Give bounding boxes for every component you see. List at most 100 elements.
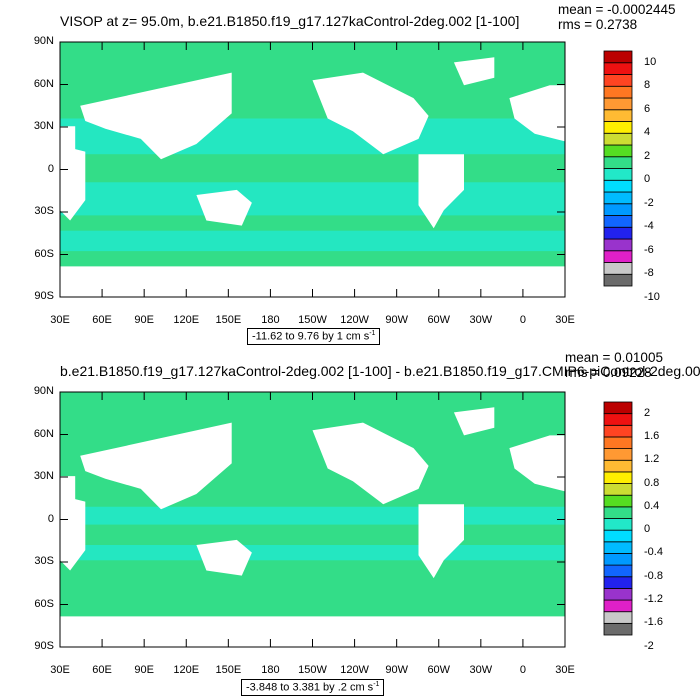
panel1-ocean-band xyxy=(60,182,565,216)
panel2-title: b.e21.B1850.f19_g17.127kaControl-2deg.00… xyxy=(60,363,700,379)
panel1-land xyxy=(418,154,464,229)
panel1-land xyxy=(509,85,565,142)
panel1-land xyxy=(60,126,86,221)
panel1-range-exp: -1 xyxy=(369,330,376,337)
panel2-colorbar-label: 1.2 xyxy=(644,453,660,466)
panel2-colorbar-label: 0.4 xyxy=(644,499,660,512)
panel2-range-box: -3.848 to 3.381 by .2 cm s-1 xyxy=(241,679,385,696)
panel1-lat-label: 30N xyxy=(33,120,54,132)
panel1-lon-label: 120E xyxy=(173,314,200,326)
panel2-land xyxy=(196,539,252,576)
panel1-lon-label: 30E xyxy=(555,314,575,326)
panel1-colorbar-box xyxy=(603,74,633,87)
panel1-colorbar-box xyxy=(603,121,633,134)
panel2-ocean-band xyxy=(60,506,565,525)
panel1-colorbar-box xyxy=(603,273,633,287)
panel1-lon-label: 30W xyxy=(469,314,493,326)
panel1-mean: mean = -0.0002445 xyxy=(558,2,676,17)
panel2-colorbar-box xyxy=(603,483,633,496)
panel2-lat-label: 60S xyxy=(34,597,54,610)
panel2-rms: rms = 0.09228 xyxy=(565,365,652,380)
panel1-lon-label: 0 xyxy=(519,314,526,326)
panel1-lon-label: 150E xyxy=(215,314,242,326)
panel1-colorbar-box xyxy=(603,215,633,228)
panel2-colorbar-box xyxy=(603,576,633,589)
panel1-lat-label: 60S xyxy=(34,247,54,260)
panel1-land xyxy=(80,72,232,160)
panel2-land xyxy=(418,504,464,579)
panel2-lon-label: 90E xyxy=(134,664,154,676)
panel2-colorbar-label: -1.2 xyxy=(644,593,663,606)
panel2-colorbar-box xyxy=(603,553,633,566)
panel1-lon-label: 60W xyxy=(427,314,451,326)
panel2-ocean-band xyxy=(60,545,565,561)
panel2-colorbar-box xyxy=(603,564,633,578)
panel2-colorbar-box xyxy=(603,506,633,519)
panel2-colorbar-box xyxy=(603,622,633,636)
panel2-colorbar-box xyxy=(603,471,633,484)
panel2-range-exp: -1 xyxy=(373,681,380,688)
panel2-lon-label: 180 xyxy=(261,664,280,676)
panel1-colorbar-box xyxy=(603,262,633,275)
panel2-land xyxy=(60,476,86,571)
panel1-colorbar-box xyxy=(603,85,633,99)
panel2-lon-label: 90W xyxy=(385,664,408,676)
panel1-colorbar-box xyxy=(603,156,633,169)
panel2-lon-label: 30W xyxy=(469,664,493,676)
panel1-land xyxy=(196,189,252,226)
panel2-lon-label: 30E xyxy=(555,664,575,676)
panel2-lon-label: 0 xyxy=(519,664,526,676)
panel2-lon-label: 150E xyxy=(215,664,242,676)
panel1-colorbar-label: -8 xyxy=(644,267,654,280)
panel2-lon-label: 120W xyxy=(340,664,369,676)
panel1-lat-label: 60N xyxy=(33,77,54,90)
panel1-lon-label: 180 xyxy=(261,314,280,326)
panel2-colorbar-box xyxy=(603,459,633,473)
panel1-colorbar-label: -2 xyxy=(644,196,654,209)
panel1-lon-label: 60E xyxy=(92,314,112,326)
panel1-rms: rms = 0.2738 xyxy=(558,17,638,32)
panel1-colorbar-label: 10 xyxy=(644,55,657,68)
panel2-colorbar-box xyxy=(603,599,633,613)
panel2-lon-label: 150W xyxy=(298,664,327,676)
panel2-lon-label: 120E xyxy=(173,664,200,676)
panel1-lon-label: 90W xyxy=(385,314,408,326)
panel1-range-text: -11.62 to 9.76 by 1 cm s xyxy=(252,330,370,343)
panel1-land xyxy=(453,57,495,86)
panel2-land xyxy=(312,422,429,505)
panel2-colorbar-box xyxy=(603,529,633,543)
panel2-colorbar-box xyxy=(603,541,633,554)
panel1-colorbar-label: -10 xyxy=(644,290,660,303)
panel2-colorbar-label: 0.8 xyxy=(644,476,660,489)
panel1-colorbar-label: 8 xyxy=(644,79,651,92)
panel2-lat-label: 0 xyxy=(47,512,54,525)
panel1-title: VISOP at z= 95.0m, b.e21.B1850.f19_g17.1… xyxy=(60,13,520,29)
panel1-lat-label: 90S xyxy=(34,290,54,302)
panel1-colorbar-box xyxy=(603,203,633,216)
panel2-colorbar-label: -0.4 xyxy=(644,546,663,559)
panel2-land xyxy=(80,422,232,510)
panel1-colorbar-box xyxy=(603,62,633,75)
panel1-ocean xyxy=(60,42,565,297)
panel2-range-text: -3.848 to 3.381 by .2 cm s xyxy=(246,681,374,694)
panel1-colorbar-box xyxy=(603,50,633,64)
panel2-colorbar-label: 1.6 xyxy=(644,429,660,442)
panel2-lon-label: 30E xyxy=(50,664,70,676)
panel2-colorbar-box xyxy=(603,611,633,624)
panel1-colorbar-box xyxy=(603,179,633,193)
panel1-colorbar-label: -6 xyxy=(644,243,654,256)
panel1-colorbar-box xyxy=(603,238,633,252)
panel2-colorbar-label: 2 xyxy=(644,406,651,419)
panel2-lat-label: 30S xyxy=(34,555,54,567)
panel2-colorbar-box xyxy=(603,588,633,601)
panel1-colorbar-box xyxy=(603,168,633,181)
panel1-colorbar-box xyxy=(603,97,633,111)
panel1-colorbar-box xyxy=(603,226,633,240)
panel2-colorbar-box xyxy=(603,494,633,508)
panel2-land xyxy=(453,407,495,436)
panel2-colorbar-label: -2 xyxy=(644,639,654,652)
panel1-colorbar-label: 6 xyxy=(644,102,651,115)
panel1-colorbar-label: 4 xyxy=(644,126,651,139)
panel1-colorbar-label: 2 xyxy=(644,149,651,162)
